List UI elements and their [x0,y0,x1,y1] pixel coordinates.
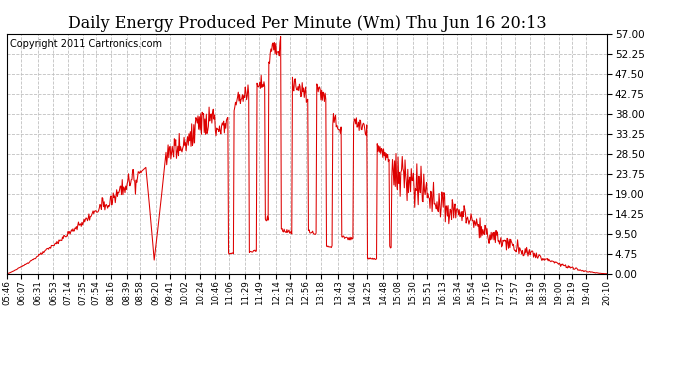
Text: Copyright 2011 Cartronics.com: Copyright 2011 Cartronics.com [10,39,162,48]
Title: Daily Energy Produced Per Minute (Wm) Thu Jun 16 20:13: Daily Energy Produced Per Minute (Wm) Th… [68,15,546,32]
